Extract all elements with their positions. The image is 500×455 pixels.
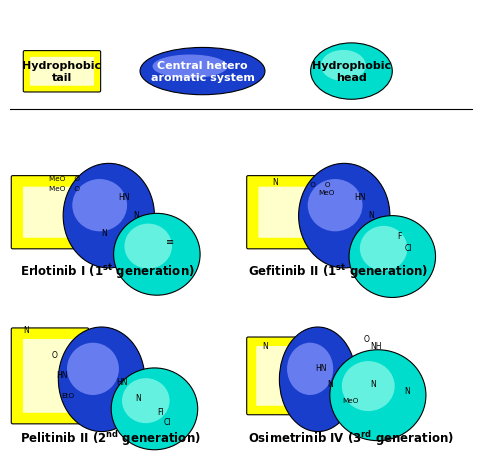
Text: Hydrophobic
head: Hydrophobic head xyxy=(312,61,391,83)
Text: MeO: MeO xyxy=(318,190,334,196)
Text: NH: NH xyxy=(370,341,382,350)
Text: Cl: Cl xyxy=(404,243,412,253)
Text: Central hetero
aromatic system: Central hetero aromatic system xyxy=(150,61,254,83)
Ellipse shape xyxy=(111,368,198,450)
Text: O    O: O O xyxy=(298,182,330,187)
Ellipse shape xyxy=(349,216,436,298)
Ellipse shape xyxy=(72,180,127,232)
Text: ≡: ≡ xyxy=(166,236,174,246)
Text: N: N xyxy=(102,228,107,238)
Text: Gefitinib II (1$^{\mathbf{st}}$ generation): Gefitinib II (1$^{\mathbf{st}}$ generati… xyxy=(248,262,428,281)
Ellipse shape xyxy=(63,164,154,268)
Text: EtO: EtO xyxy=(61,392,74,398)
Text: O: O xyxy=(364,334,370,343)
Text: HN: HN xyxy=(56,370,68,379)
Text: N: N xyxy=(24,325,29,334)
Text: N: N xyxy=(262,341,268,350)
FancyBboxPatch shape xyxy=(30,58,94,86)
Ellipse shape xyxy=(287,343,333,395)
Ellipse shape xyxy=(342,361,394,411)
Text: Erlotinib I (1$^{\mathbf{st}}$ generation): Erlotinib I (1$^{\mathbf{st}}$ generatio… xyxy=(20,262,195,281)
Ellipse shape xyxy=(280,327,356,432)
Text: N: N xyxy=(135,393,141,402)
Text: HN: HN xyxy=(116,377,128,386)
Text: N: N xyxy=(328,379,333,389)
Text: HN: HN xyxy=(316,364,327,373)
FancyBboxPatch shape xyxy=(258,187,322,238)
Text: MeO    O: MeO O xyxy=(48,176,80,182)
Text: Pelitinib II (2$^{\mathbf{nd}}$ generation): Pelitinib II (2$^{\mathbf{nd}}$ generati… xyxy=(20,429,201,448)
Text: Hydrophobic
tail: Hydrophobic tail xyxy=(22,61,102,83)
Ellipse shape xyxy=(67,343,119,395)
Ellipse shape xyxy=(321,51,366,82)
Ellipse shape xyxy=(114,214,200,296)
Text: N: N xyxy=(370,379,376,389)
Text: HN: HN xyxy=(118,192,130,201)
Ellipse shape xyxy=(308,180,362,232)
FancyBboxPatch shape xyxy=(12,328,88,424)
Text: O: O xyxy=(51,350,57,359)
Text: HN: HN xyxy=(354,192,366,201)
FancyBboxPatch shape xyxy=(12,176,98,249)
Text: MeO: MeO xyxy=(342,397,358,403)
FancyBboxPatch shape xyxy=(246,337,310,415)
Text: Cl: Cl xyxy=(164,417,172,426)
FancyBboxPatch shape xyxy=(23,187,86,238)
Text: MeO    O: MeO O xyxy=(48,186,80,192)
Ellipse shape xyxy=(360,227,408,271)
Text: F: F xyxy=(397,231,402,240)
FancyBboxPatch shape xyxy=(256,346,300,406)
Ellipse shape xyxy=(152,56,228,79)
Ellipse shape xyxy=(330,350,426,441)
Text: N: N xyxy=(404,386,410,395)
Ellipse shape xyxy=(310,44,392,100)
FancyBboxPatch shape xyxy=(246,176,334,249)
Ellipse shape xyxy=(124,224,172,269)
Ellipse shape xyxy=(58,327,145,432)
Text: Fl: Fl xyxy=(157,407,164,416)
Ellipse shape xyxy=(140,48,265,96)
Ellipse shape xyxy=(122,378,170,423)
Text: Osimetrinib IV (3$^{\mathbf{rd}}$ generation): Osimetrinib IV (3$^{\mathbf{rd}}$ genera… xyxy=(248,429,454,448)
FancyBboxPatch shape xyxy=(24,51,101,93)
FancyBboxPatch shape xyxy=(23,339,77,413)
Text: N: N xyxy=(272,177,278,187)
Text: N: N xyxy=(133,210,138,219)
Ellipse shape xyxy=(298,164,390,268)
Text: N: N xyxy=(368,210,374,219)
